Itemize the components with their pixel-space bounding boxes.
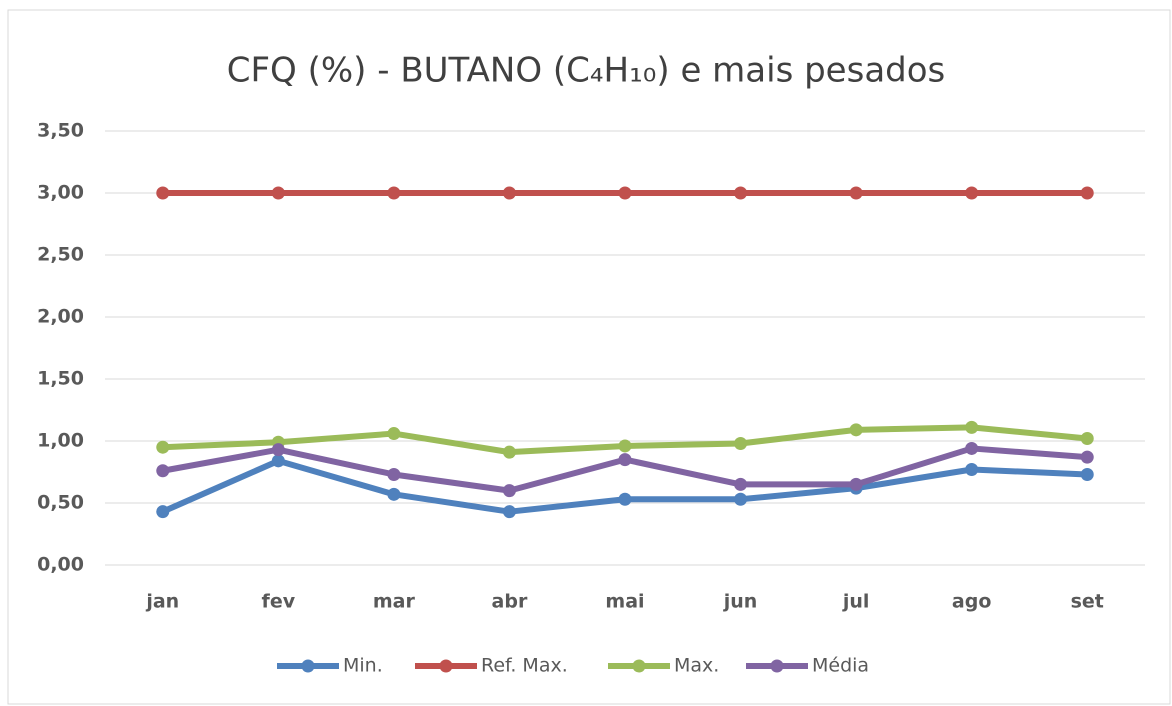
data-point — [618, 439, 632, 453]
y-tick-label: 0,50 — [37, 492, 84, 514]
data-point — [618, 453, 632, 467]
y-tick-label: 0,00 — [37, 554, 84, 576]
data-point — [502, 186, 516, 200]
data-point — [387, 427, 401, 441]
data-point — [734, 492, 748, 506]
data-point — [1080, 450, 1094, 464]
data-point — [734, 477, 748, 491]
y-tick-label: 3,50 — [37, 120, 84, 142]
y-tick-label: 1,50 — [37, 368, 84, 390]
data-point — [387, 186, 401, 200]
y-tick-label: 2,00 — [37, 306, 84, 328]
legend-marker — [632, 659, 646, 673]
data-point — [156, 186, 170, 200]
legend-marker — [301, 659, 315, 673]
x-tick-label: mar — [373, 591, 416, 613]
chart-title: CFQ (%) - BUTANO (C₄H₁₀) e mais pesados — [227, 51, 946, 91]
data-point — [156, 440, 170, 454]
data-point — [618, 186, 632, 200]
legend-marker — [439, 659, 453, 673]
data-point — [156, 464, 170, 478]
data-point — [502, 445, 516, 459]
data-point — [965, 186, 979, 200]
x-tick-label: set — [1071, 591, 1104, 613]
data-point — [849, 186, 863, 200]
x-tick-label: mai — [605, 591, 644, 613]
data-point — [965, 463, 979, 477]
x-tick-label: jul — [842, 591, 870, 613]
y-tick-label: 2,50 — [37, 244, 84, 266]
data-point — [271, 443, 285, 457]
x-tick-label: fev — [262, 591, 296, 613]
data-point — [734, 186, 748, 200]
data-point — [387, 467, 401, 481]
data-point — [387, 487, 401, 501]
data-point — [271, 454, 285, 468]
y-tick-label: 1,00 — [37, 430, 84, 452]
legend-label: Min. — [343, 655, 383, 677]
data-point — [965, 441, 979, 455]
data-point — [849, 477, 863, 491]
legend-label: Max. — [674, 655, 719, 677]
legend-label: Média — [812, 655, 869, 677]
data-point — [965, 420, 979, 434]
data-point — [502, 484, 516, 498]
chart-border — [7, 9, 1171, 705]
data-point — [734, 436, 748, 450]
legend-label: Ref. Max. — [481, 655, 568, 677]
data-point — [849, 423, 863, 437]
data-point — [1080, 432, 1094, 446]
data-point — [271, 186, 285, 200]
data-point — [502, 505, 516, 519]
x-tick-label: jun — [723, 591, 758, 613]
x-tick-label: ago — [952, 591, 991, 613]
data-point — [1080, 186, 1094, 200]
y-tick-label: 3,00 — [37, 182, 84, 204]
data-point — [618, 492, 632, 506]
x-tick-label: abr — [492, 591, 528, 613]
data-point — [1080, 467, 1094, 481]
x-tick-label: jan — [145, 591, 179, 613]
legend-marker — [770, 659, 784, 673]
data-point — [156, 505, 170, 519]
